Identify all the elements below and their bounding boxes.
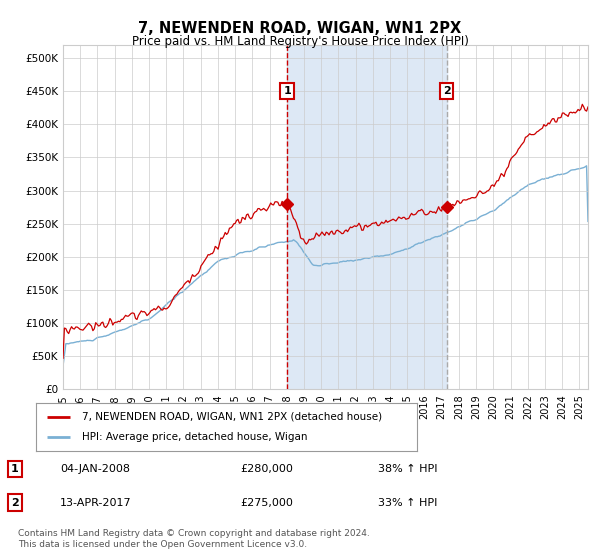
Text: Contains HM Land Registry data © Crown copyright and database right 2024.
This d: Contains HM Land Registry data © Crown c… xyxy=(18,529,370,549)
Text: 33% ↑ HPI: 33% ↑ HPI xyxy=(378,498,437,507)
Text: Price paid vs. HM Land Registry's House Price Index (HPI): Price paid vs. HM Land Registry's House … xyxy=(131,35,469,48)
Text: 13-APR-2017: 13-APR-2017 xyxy=(60,498,131,507)
Bar xyxy=(287,45,446,389)
Text: HPI: Average price, detached house, Wigan: HPI: Average price, detached house, Wiga… xyxy=(82,432,307,442)
Text: 04-JAN-2008: 04-JAN-2008 xyxy=(60,464,130,474)
Text: 1: 1 xyxy=(283,86,291,96)
Text: 7, NEWENDEN ROAD, WIGAN, WN1 2PX: 7, NEWENDEN ROAD, WIGAN, WN1 2PX xyxy=(139,21,461,36)
Text: £275,000: £275,000 xyxy=(240,498,293,507)
Text: 2: 2 xyxy=(11,498,19,507)
Text: 38% ↑ HPI: 38% ↑ HPI xyxy=(378,464,437,474)
Text: 7, NEWENDEN ROAD, WIGAN, WN1 2PX (detached house): 7, NEWENDEN ROAD, WIGAN, WN1 2PX (detach… xyxy=(82,412,382,422)
Text: 2: 2 xyxy=(443,86,451,96)
Text: £280,000: £280,000 xyxy=(240,464,293,474)
Text: 1: 1 xyxy=(11,464,19,474)
